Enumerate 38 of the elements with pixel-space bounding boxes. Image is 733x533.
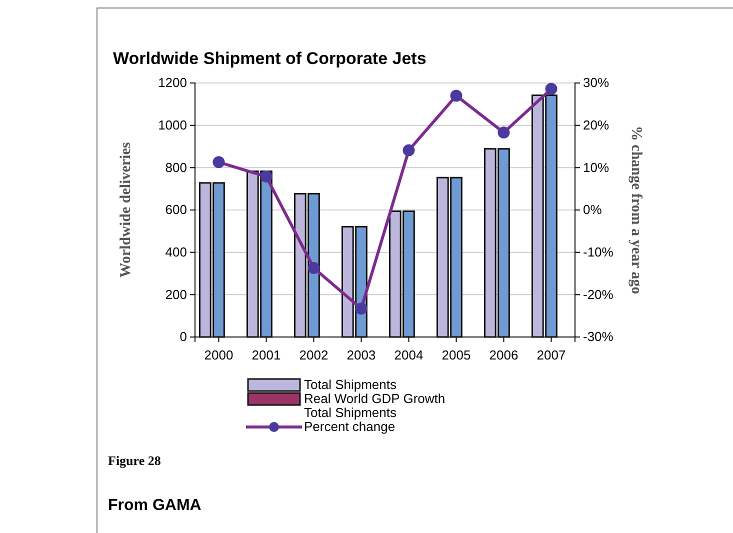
y2-tick-label: -30% <box>583 329 614 344</box>
y-tick-label: 0 <box>180 329 187 344</box>
point <box>402 144 415 156</box>
y-tick-label: 1000 <box>158 117 187 132</box>
point <box>498 126 510 139</box>
x-tick-label: 2006 <box>489 347 518 362</box>
text: From GAMA <box>108 497 202 514</box>
caption: Figure 28 <box>108 453 162 468</box>
x-tick-label: 2001 <box>252 347 281 362</box>
y2-tick-label: 30% <box>583 75 610 90</box>
point <box>260 170 272 183</box>
x-tick-label: 2007 <box>536 347 566 362</box>
x-tick-label: 2000 <box>204 347 234 362</box>
y2-tick-label: -10% <box>583 244 614 260</box>
point <box>355 302 368 315</box>
y2-tick-label: 10% <box>583 160 610 175</box>
point <box>545 82 558 95</box>
y-tick-label: 600 <box>165 202 187 218</box>
x-tick-label: 2004 <box>394 347 424 362</box>
x-tick-label: 2005 <box>442 347 471 362</box>
y-axis-title: Worldwide deliveries <box>118 142 134 278</box>
legend-label: Total Shipments <box>304 377 397 392</box>
y2-tick-label: -20% <box>583 286 614 302</box>
y2-tick-label: 0% <box>583 202 602 218</box>
y2-tick-label: 20% <box>583 117 610 132</box>
legend-label: Real World GDP Growth <box>304 391 446 406</box>
x-tick-label: 2003 <box>346 347 376 362</box>
chart-title: Worldwide Shipment of Corporate Jets <box>113 49 426 68</box>
point <box>212 156 225 168</box>
y-tick-label: 1200 <box>158 75 187 90</box>
point <box>308 262 320 274</box>
y-tick-label: 400 <box>165 244 187 260</box>
y-tick-label: 800 <box>165 160 187 175</box>
x-tick-label: 2002 <box>299 347 328 362</box>
legend-label: Total Shipments Percent change <box>304 405 397 434</box>
point <box>450 90 462 102</box>
y2-axis-title: % change from a year ago <box>628 126 644 294</box>
y-tick-label: 200 <box>165 286 187 302</box>
